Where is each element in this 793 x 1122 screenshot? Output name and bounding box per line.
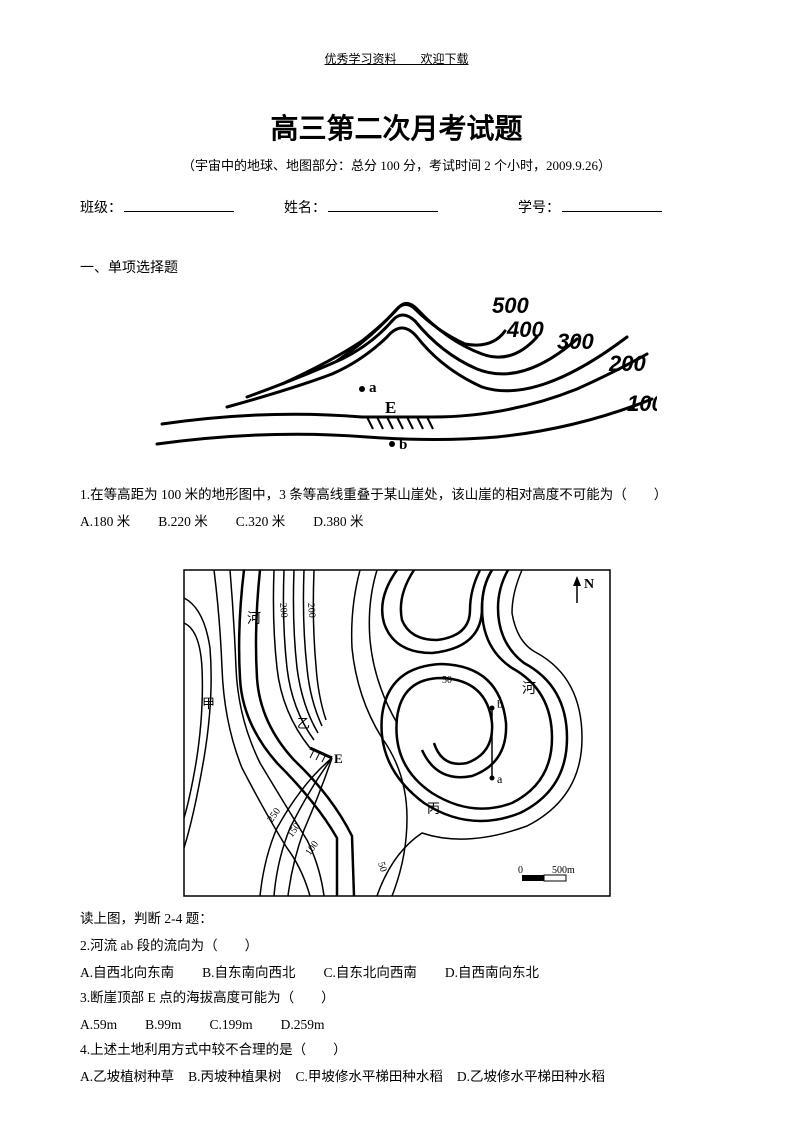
q1-opt-b: B.220 米 (158, 511, 208, 534)
point-e-label: E (385, 398, 396, 417)
q4-opt-a: A.乙坡植树种草 (80, 1066, 174, 1089)
figure-1: a b E 500 400 300 200 100 (80, 289, 713, 474)
c50-a: 50 (375, 860, 389, 873)
c150: 150 (285, 821, 303, 840)
river-label-right: 河 (522, 681, 536, 697)
q1-opt-a: A.180 米 (80, 511, 130, 534)
label-100: 100 (627, 391, 657, 416)
point-a-label: a (369, 380, 377, 396)
scale-zero: 0 (518, 865, 523, 876)
point-e2: E (334, 751, 343, 766)
point-b-label: b (399, 437, 407, 453)
q2-4-intro: 读上图，判断 2-4 题： (80, 908, 713, 931)
q2-opt-c: C.自东北向西南 (324, 962, 417, 985)
q4-opt-c: C.甲坡修水平梯田种水稻 (296, 1066, 443, 1089)
id-field: 学号： (518, 196, 662, 217)
q1-opt-c: C.320 米 (236, 511, 286, 534)
point-a2: a (497, 772, 503, 786)
q3-opt-a: A.59m (80, 1014, 117, 1037)
q4-opt-b: B.丙坡种植果树 (188, 1066, 281, 1089)
q1-opt-d: D.380 米 (313, 511, 363, 534)
q3-opt-d: D.259m (281, 1014, 325, 1037)
class-label: 班级： (80, 197, 122, 217)
c50-b: 50 (442, 675, 452, 686)
question-4-options: A.乙坡植树种草 B.丙坡种植果树 C.甲坡修水平梯田种水稻 D.乙坡修水平梯田… (80, 1066, 713, 1089)
q3-opt-c: C.199m (210, 1014, 253, 1037)
c200-a: 200 (277, 602, 289, 618)
question-1-text: 1.在等高距为 100 米的地形图中，3 条等高线重叠于某山崖处，该山崖的相对高… (80, 484, 713, 507)
name-label: 姓名： (284, 197, 326, 217)
section-heading: 一、单项选择题 (80, 257, 713, 277)
label-400: 400 (506, 317, 544, 342)
point-b2: b (497, 697, 503, 711)
c100: 100 (303, 839, 321, 858)
label-200: 200 (608, 351, 646, 376)
q2-opt-d: D.自西南向东北 (445, 962, 539, 985)
question-1-options: A.180 米 B.220 米 C.320 米 D.380 米 (80, 511, 713, 534)
id-blank (562, 196, 662, 212)
class-blank (124, 196, 234, 212)
page-title: 高三第二次月考试题 (80, 107, 713, 147)
name-field: 姓名： (284, 196, 438, 217)
contour-cliff-svg: a b E 500 400 300 200 100 (137, 289, 657, 474)
river-label-left: 河 (247, 611, 261, 627)
north-arrow-icon: N (573, 576, 594, 603)
question-3-text: 3.断崖顶部 E 点的海拔高度可能为（ ） (80, 987, 713, 1010)
scale-bar: 0 500m (518, 865, 575, 881)
header-note: 优秀学习资料 欢迎下载 (80, 50, 713, 67)
question-4-text: 4.上述土地利用方式中较不合理的是（ ） (80, 1039, 713, 1062)
slope-jia: 甲 (202, 696, 215, 711)
id-label: 学号： (518, 197, 560, 217)
topo-map-svg: N 0 500m (182, 568, 612, 898)
q3-opt-b: B.99m (145, 1014, 181, 1037)
q4-opt-d: D.乙坡修水平梯田种水稻 (457, 1066, 605, 1089)
question-2-text: 2.河流 ab 段的流向为（ ） (80, 935, 713, 958)
slope-bing: 丙 (427, 801, 440, 816)
question-2-options: A.自西北向东南 B.自东南向西北 C.自东北向西南 D.自西南向东北 (80, 962, 713, 985)
page-subtitle: （宇宙中的地球、地图部分：总分 100 分，考试时间 2 个小时，2009.9.… (80, 155, 713, 174)
scale-label: 500m (552, 865, 575, 876)
label-500: 500 (492, 293, 529, 318)
q2-opt-b: B.自东南向西北 (202, 962, 295, 985)
class-field: 班级： (80, 196, 234, 217)
student-info-line: 班级： 姓名： 学号： (80, 196, 713, 217)
c200-b: 200 (305, 602, 317, 618)
label-300: 300 (557, 329, 594, 354)
slope-yi: 乙 (297, 716, 310, 731)
figure-2: N 0 500m (80, 568, 713, 898)
question-3-options: A.59m B.99m C.199m D.259m (80, 1014, 713, 1037)
q2-opt-a: A.自西北向东南 (80, 962, 174, 985)
name-blank (328, 196, 438, 212)
north-label: N (584, 577, 594, 592)
